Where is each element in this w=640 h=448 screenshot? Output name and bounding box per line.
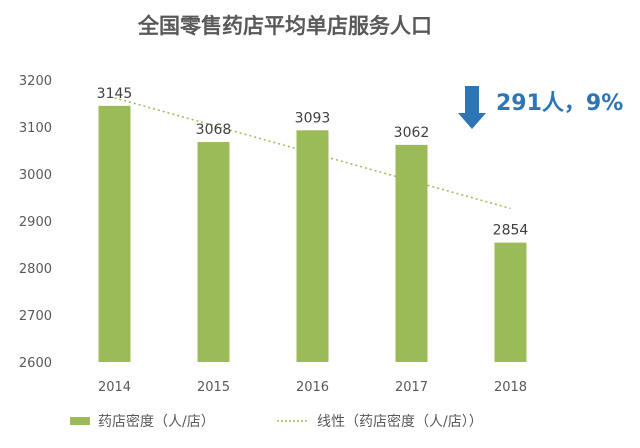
bar xyxy=(494,242,527,362)
x-tick-label: 2016 xyxy=(296,380,329,395)
chart-title: 全国零售药店平均单店服务人口 xyxy=(137,14,432,38)
y-tick-label: 2600 xyxy=(19,356,52,371)
legend-trend-label: 线性（药店密度（人/店）） xyxy=(317,413,483,430)
y-tick-label: 2700 xyxy=(19,309,52,324)
bar xyxy=(296,130,329,362)
x-tick-label: 2018 xyxy=(494,380,527,395)
x-tick-label: 2014 xyxy=(98,380,131,395)
y-tick-label: 3100 xyxy=(19,121,52,136)
trendline-path xyxy=(114,97,511,210)
trendline xyxy=(114,97,511,210)
annotation-text: 291人，9% xyxy=(496,91,623,116)
y-tick-label: 3000 xyxy=(19,168,52,183)
legend-bar-label: 药店密度（人/店） xyxy=(98,413,215,430)
data-label: 3068 xyxy=(196,122,232,138)
x-axis: 2014 2015 2016 2017 2018 xyxy=(98,380,527,395)
data-label: 3093 xyxy=(295,110,331,126)
data-label: 3145 xyxy=(97,86,133,102)
legend: 药店密度（人/店） 线性（药店密度（人/店）） xyxy=(70,413,483,430)
annotation-callout: 291人，9% xyxy=(458,86,623,129)
bar xyxy=(197,142,230,362)
x-tick-label: 2017 xyxy=(395,380,428,395)
bar-series xyxy=(98,105,527,362)
data-labels: 3145 3068 3093 3062 2854 xyxy=(97,86,529,239)
data-label: 2854 xyxy=(493,223,529,239)
legend-bar-swatch xyxy=(70,417,90,425)
bar xyxy=(395,144,428,362)
y-tick-label: 2900 xyxy=(19,215,52,230)
y-tick-label: 2800 xyxy=(19,262,52,277)
down-arrow-icon xyxy=(458,86,486,129)
data-label: 3062 xyxy=(394,125,430,141)
y-axis: 2600 2700 2800 2900 3000 3100 3200 xyxy=(19,74,52,371)
bar xyxy=(98,105,131,362)
y-tick-label: 3200 xyxy=(19,74,52,89)
x-tick-label: 2015 xyxy=(197,380,230,395)
